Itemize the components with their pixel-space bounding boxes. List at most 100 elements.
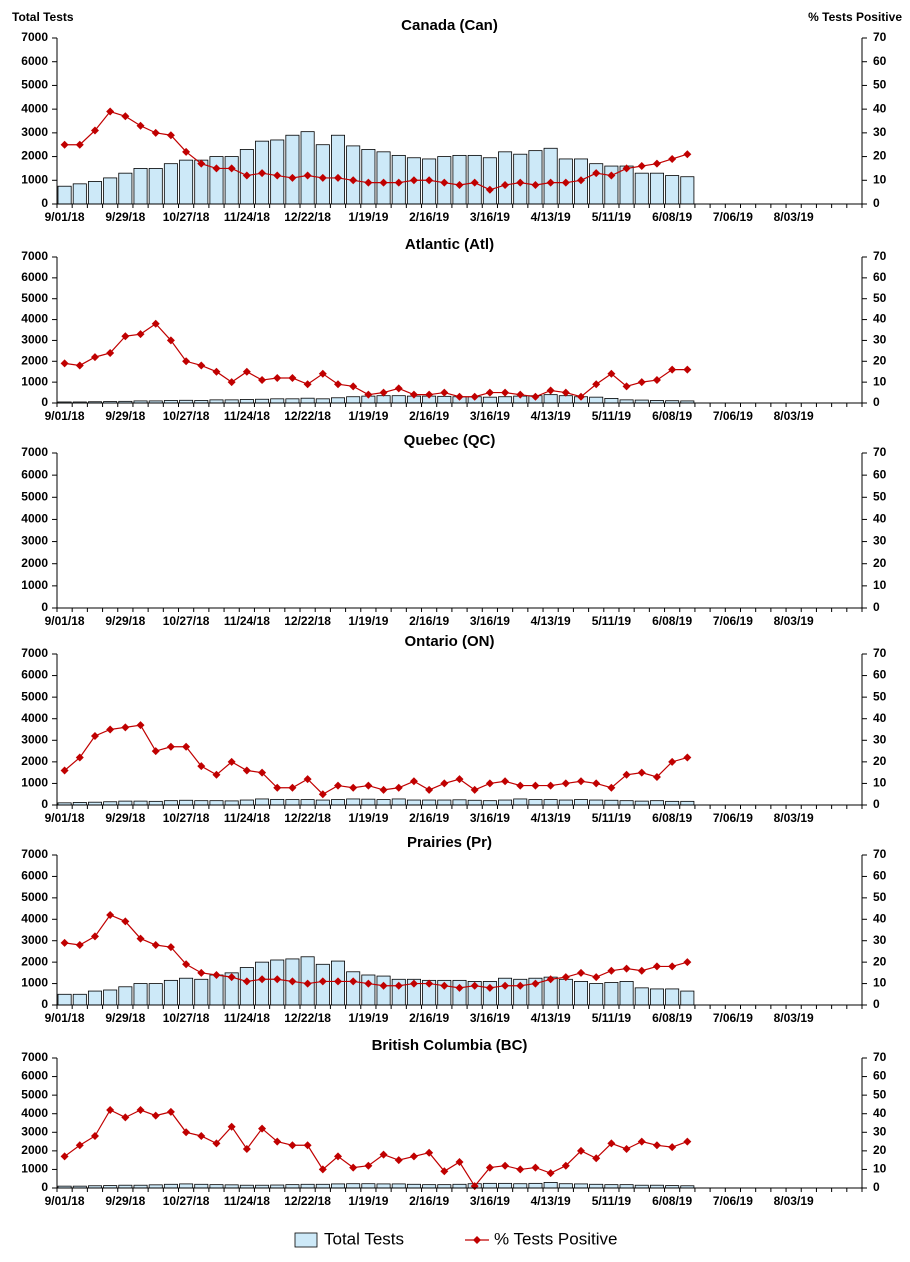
marker [75, 140, 84, 149]
y2-tick-label: 10 [873, 374, 887, 388]
x-tick-label: 5/11/19 [592, 409, 632, 423]
marker [440, 779, 449, 788]
marker [607, 369, 616, 378]
y2-tick-label: 10 [873, 578, 887, 592]
bar [163, 800, 178, 806]
marker [561, 178, 570, 187]
y2-tick-label: 0 [873, 997, 880, 1011]
marker [75, 361, 84, 370]
y2-tick-label: 10 [873, 776, 887, 790]
marker [531, 181, 540, 190]
marker [106, 1106, 115, 1114]
marker [455, 775, 464, 784]
x-tick-label: 12/22/18 [284, 210, 331, 224]
y-tick-label: 1000 [21, 578, 48, 592]
y-tick-label: 0 [41, 600, 48, 614]
bar [574, 1183, 589, 1189]
marker [303, 1141, 312, 1150]
marker [637, 768, 646, 777]
marker [409, 777, 418, 786]
bar [543, 394, 558, 404]
marker [182, 1128, 191, 1137]
x-tick-label: 11/24/18 [224, 1194, 270, 1208]
y2-tick-label: 50 [873, 291, 887, 305]
y-axis-label: Total Tests [12, 10, 74, 24]
marker [592, 779, 601, 788]
y-tick-label: 5000 [21, 890, 48, 904]
x-tick-label: 2/16/19 [409, 811, 449, 825]
x-tick-label: 7/06/19 [713, 811, 753, 825]
marker [501, 777, 510, 786]
marker [258, 1124, 267, 1133]
marker [652, 159, 661, 168]
marker [440, 981, 449, 990]
bar [498, 799, 513, 806]
x-tick-label: 12/22/18 [284, 614, 331, 628]
marker [60, 938, 69, 947]
bar [467, 799, 482, 806]
marker [409, 176, 418, 185]
marker [90, 353, 99, 362]
chart-title: Quebec (QC) [404, 432, 496, 449]
bar [87, 990, 102, 1006]
marker [546, 386, 555, 395]
bar [209, 800, 224, 806]
y-tick-label: 2000 [21, 754, 48, 768]
marker [349, 977, 358, 986]
marker [607, 966, 616, 975]
y-tick-label: 2000 [21, 556, 48, 570]
marker [531, 392, 540, 401]
marker [303, 979, 312, 988]
x-tick-label: 3/16/19 [470, 210, 510, 224]
bar [285, 799, 300, 806]
y-tick-label: 2000 [21, 1143, 48, 1157]
marker [212, 1139, 221, 1148]
bar [558, 395, 573, 404]
bar [604, 1184, 619, 1189]
bar [498, 396, 513, 404]
marker [121, 1113, 130, 1122]
marker [288, 977, 297, 986]
bar [57, 185, 72, 205]
marker [561, 973, 570, 982]
x-tick-label: 8/03/19 [774, 1011, 814, 1025]
bar [543, 1182, 558, 1189]
bar [148, 168, 163, 205]
x-tick-label: 10/27/18 [163, 409, 210, 423]
x-tick-label: 3/16/19 [470, 811, 510, 825]
marker [364, 178, 373, 187]
marker [349, 176, 358, 185]
bar [346, 145, 361, 205]
y-tick-label: 3000 [21, 732, 48, 746]
marker [151, 128, 160, 137]
marker [333, 173, 342, 182]
x-tick-label: 9/01/18 [45, 811, 85, 825]
y2-tick-label: 30 [873, 933, 887, 947]
marker [394, 178, 403, 187]
x-tick-label: 10/27/18 [163, 1011, 210, 1025]
marker [333, 781, 342, 790]
y2-tick-label: 20 [873, 149, 887, 163]
bar [422, 1184, 437, 1189]
marker [485, 388, 494, 397]
bar [482, 396, 497, 404]
y-tick-label: 3000 [21, 1124, 48, 1138]
marker [60, 140, 69, 149]
y-tick-label: 6000 [21, 270, 48, 284]
bar [482, 1182, 497, 1189]
x-tick-label: 6/08/19 [652, 1011, 692, 1025]
bar [255, 398, 270, 404]
x-tick-label: 3/16/19 [470, 409, 510, 423]
marker [212, 367, 221, 376]
marker [516, 390, 525, 399]
marker [546, 781, 555, 790]
y-tick-label: 5000 [21, 291, 48, 305]
y2-tick-label: 70 [873, 30, 887, 44]
legend-label: Total Tests [324, 1229, 404, 1248]
x-tick-label: 2/16/19 [409, 409, 449, 423]
x-tick-label: 2/16/19 [409, 614, 449, 628]
y2-tick-label: 70 [873, 1050, 887, 1064]
marker [668, 757, 677, 766]
marker [121, 723, 130, 732]
bar [543, 147, 558, 205]
